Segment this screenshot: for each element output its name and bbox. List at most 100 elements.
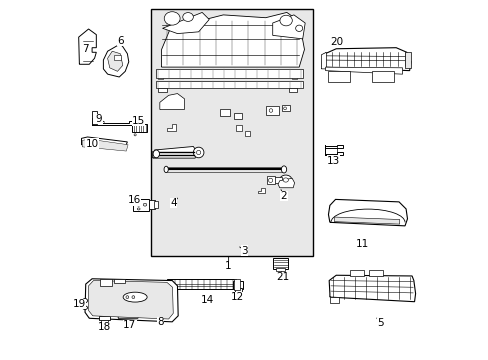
Ellipse shape (269, 109, 272, 112)
Bar (132, 123, 147, 132)
PathPatch shape (163, 12, 209, 33)
PathPatch shape (82, 139, 128, 151)
Ellipse shape (84, 45, 88, 49)
PathPatch shape (92, 118, 131, 125)
PathPatch shape (152, 147, 197, 158)
Text: 9: 9 (96, 114, 102, 124)
Ellipse shape (143, 203, 146, 206)
Bar (154, 201, 158, 207)
Bar (233, 279, 240, 290)
Text: 17: 17 (123, 320, 136, 330)
Bar (133, 199, 149, 211)
Bar (281, 105, 290, 111)
Bar (233, 113, 241, 119)
PathPatch shape (328, 199, 407, 226)
Bar (288, 88, 297, 92)
Ellipse shape (193, 147, 203, 158)
Bar (156, 81, 302, 88)
Text: 4: 4 (170, 198, 177, 208)
Ellipse shape (82, 306, 87, 310)
Text: 14: 14 (201, 295, 214, 305)
Ellipse shape (164, 166, 168, 172)
Bar (371, 71, 393, 82)
Text: 12: 12 (230, 292, 244, 302)
PathPatch shape (103, 44, 128, 77)
PathPatch shape (325, 67, 402, 74)
Bar (100, 279, 112, 286)
PathPatch shape (161, 12, 304, 67)
PathPatch shape (321, 52, 325, 69)
Bar (234, 288, 241, 294)
Text: 13: 13 (326, 156, 339, 166)
PathPatch shape (101, 320, 108, 322)
PathPatch shape (88, 280, 173, 319)
Bar (156, 69, 302, 78)
Text: 16: 16 (127, 195, 141, 206)
Ellipse shape (280, 15, 292, 26)
PathPatch shape (152, 151, 156, 157)
Ellipse shape (123, 292, 147, 302)
PathPatch shape (85, 279, 178, 322)
Ellipse shape (283, 107, 286, 110)
PathPatch shape (324, 145, 342, 148)
Text: 10: 10 (85, 139, 99, 149)
PathPatch shape (328, 275, 415, 302)
Ellipse shape (132, 296, 135, 298)
Bar (349, 270, 363, 276)
Bar (274, 177, 281, 183)
Text: 15: 15 (132, 116, 145, 126)
Ellipse shape (153, 150, 159, 158)
Bar (265, 106, 279, 115)
Bar (114, 55, 121, 60)
Text: 2: 2 (280, 191, 287, 201)
Bar (158, 78, 163, 80)
Bar (329, 297, 338, 303)
Bar (166, 279, 235, 289)
Text: 11: 11 (355, 239, 368, 248)
Text: 7: 7 (81, 45, 88, 54)
Bar (368, 270, 382, 276)
Ellipse shape (196, 150, 201, 154)
Bar (219, 109, 230, 117)
Bar (328, 71, 349, 82)
Ellipse shape (281, 166, 286, 173)
Ellipse shape (283, 178, 288, 182)
Text: 18: 18 (97, 323, 110, 333)
Bar (114, 279, 124, 283)
PathPatch shape (118, 315, 139, 318)
PathPatch shape (324, 152, 342, 154)
PathPatch shape (99, 316, 110, 320)
Bar (276, 268, 285, 271)
Ellipse shape (164, 12, 180, 25)
PathPatch shape (257, 188, 264, 193)
Text: 8: 8 (157, 317, 163, 327)
PathPatch shape (160, 94, 184, 109)
Ellipse shape (84, 50, 88, 56)
Ellipse shape (82, 298, 87, 303)
PathPatch shape (81, 137, 127, 149)
Bar (235, 125, 242, 131)
PathPatch shape (166, 124, 175, 131)
Bar (158, 88, 166, 92)
PathPatch shape (272, 15, 305, 39)
Ellipse shape (268, 178, 272, 183)
PathPatch shape (107, 51, 122, 71)
PathPatch shape (322, 48, 410, 71)
PathPatch shape (334, 217, 399, 224)
Bar (244, 131, 249, 136)
Ellipse shape (134, 134, 136, 136)
Bar (148, 200, 155, 209)
Text: 3: 3 (241, 246, 247, 256)
Bar (291, 78, 297, 80)
PathPatch shape (404, 52, 410, 68)
Ellipse shape (137, 208, 140, 210)
Text: 19: 19 (73, 299, 86, 309)
Text: 21: 21 (275, 272, 288, 282)
Ellipse shape (137, 203, 140, 206)
PathPatch shape (92, 111, 97, 123)
Bar (233, 281, 243, 289)
Ellipse shape (279, 175, 291, 185)
Ellipse shape (183, 13, 193, 21)
Ellipse shape (295, 25, 302, 31)
PathPatch shape (79, 29, 96, 64)
